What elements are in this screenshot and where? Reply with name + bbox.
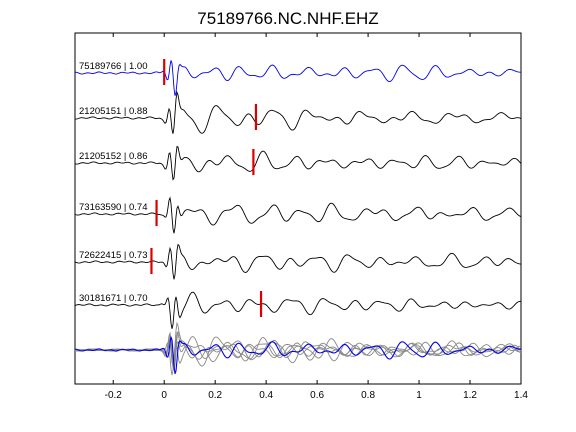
trace-label-73163590: 73163590 | 0.74 [79, 202, 148, 213]
x-tick-label: -0.2 [105, 390, 123, 401]
trace-label-21205151: 21205151 | 0.88 [79, 106, 148, 117]
x-tick-label: 1 [416, 390, 422, 401]
x-tick-label: 0.2 [208, 390, 222, 401]
plot-area-frame [74, 32, 522, 385]
trace-label-21205152: 21205152 | 0.86 [79, 151, 148, 162]
x-axis: -0.2 0 0.2 0.4 0.6 0.8 1 1.2 1.4 [105, 33, 528, 401]
x-tick-label: 0 [161, 390, 167, 401]
trace-75189766 [75, 60, 522, 96]
overlay-trace-master [75, 336, 522, 375]
trace-21205151 [74, 90, 522, 134]
trace-72622415 [74, 243, 522, 280]
x-tick-label: 0.8 [361, 390, 375, 401]
x-tick-label: 1.2 [463, 390, 477, 401]
x-tick-label: 0.4 [259, 390, 273, 401]
chart-title: 75189766.NC.NHF.EHZ [197, 9, 378, 28]
trace-label-72622415: 72622415 | 0.73 [79, 250, 148, 261]
overlay-stack [74, 321, 522, 376]
trace-30181671 [74, 291, 522, 329]
trace-21205152 [74, 145, 522, 181]
overlay-trace-21205151 [74, 321, 522, 367]
x-tick-label: 1.4 [514, 390, 528, 401]
overlay-trace-30181671 [74, 336, 522, 376]
x-tick-label: 0.6 [310, 390, 324, 401]
trace-73163590 [74, 196, 522, 234]
trace-label-30181671: 30181671 | 0.70 [79, 293, 148, 304]
trace-label-75189766: 75189766 | 1.00 [79, 61, 148, 72]
trace-group: 75189766 | 1.00 21205151 | 0.88 21205152 |… [74, 59, 522, 329]
